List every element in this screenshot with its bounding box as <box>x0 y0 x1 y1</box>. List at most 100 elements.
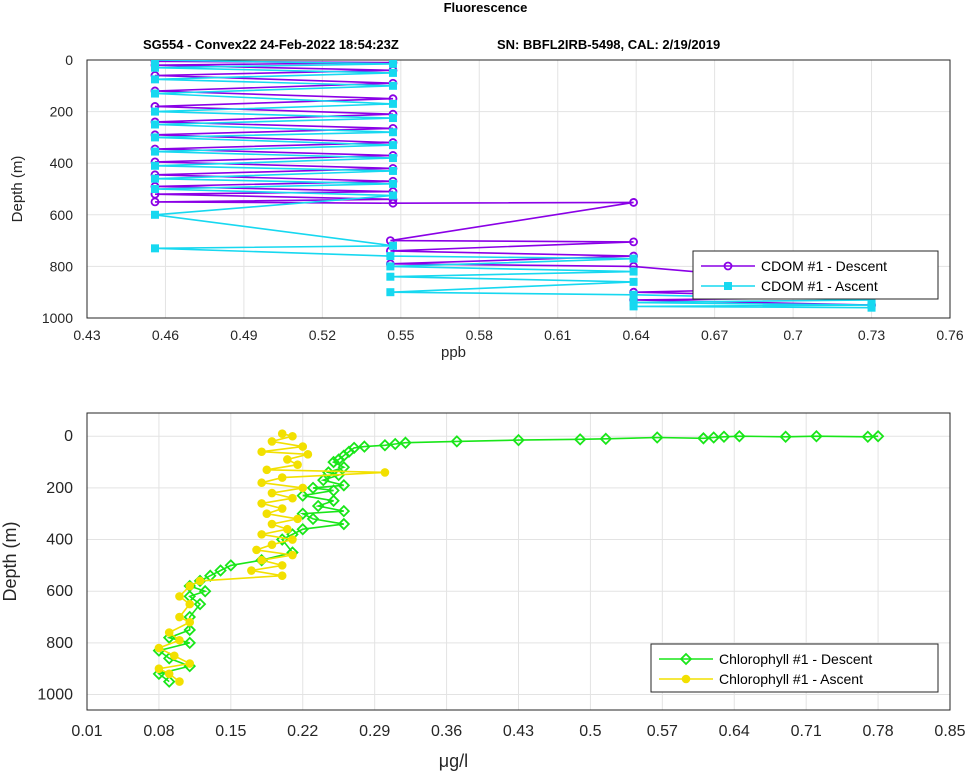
legend-label: CDOM #1 - Descent <box>761 258 887 274</box>
data-point <box>283 524 292 534</box>
data-point <box>388 99 397 108</box>
data-point <box>185 581 195 591</box>
y-axis-label: Depth (m) <box>9 156 26 223</box>
data-point <box>164 669 174 679</box>
data-point <box>337 504 351 518</box>
data-point <box>679 652 693 666</box>
y-tick-label: 200 <box>46 480 73 497</box>
data-point <box>150 185 159 193</box>
data-point <box>303 450 313 459</box>
data-point <box>170 651 179 661</box>
series-line <box>157 435 879 683</box>
data-point <box>388 141 397 150</box>
data-point <box>871 429 885 443</box>
data-point <box>293 514 302 524</box>
data-point <box>386 288 395 297</box>
data-point <box>358 440 371 453</box>
data-point <box>185 659 195 668</box>
data-point <box>724 282 732 290</box>
data-point <box>629 277 638 286</box>
legend-box <box>650 643 939 693</box>
data-point <box>162 675 176 688</box>
legend-box <box>692 250 939 300</box>
data-point <box>283 455 292 464</box>
legend-label: CDOM #1 - Ascent <box>761 278 878 294</box>
data-point <box>277 571 287 581</box>
data-point <box>450 435 464 448</box>
data-point <box>296 507 310 520</box>
data-point <box>306 481 320 495</box>
data-point <box>257 447 266 457</box>
x-tick-label: 0.15 <box>215 723 246 740</box>
data-point <box>267 437 277 446</box>
y-tick-label: 1000 <box>37 687 73 704</box>
data-point <box>152 667 166 681</box>
data-point <box>150 120 159 129</box>
data-point <box>257 530 266 539</box>
data-point <box>779 430 792 444</box>
x-tick-label: 0.36 <box>431 723 462 740</box>
data-point <box>175 612 184 622</box>
data-point <box>629 302 638 311</box>
x-tick-label: 0.22 <box>287 723 318 740</box>
data-point <box>150 107 159 116</box>
y-tick-label: 600 <box>46 583 73 600</box>
data-point <box>386 252 395 261</box>
data-point <box>388 154 397 163</box>
x-tick-label: 0.78 <box>863 723 894 740</box>
x-axis-label: μg/l <box>439 751 468 771</box>
x-tick-label: 0.5 <box>579 723 601 740</box>
data-point <box>388 128 397 137</box>
data-point <box>183 636 197 650</box>
series-1 <box>154 429 390 686</box>
data-point <box>311 499 325 513</box>
x-tick-label: 0.64 <box>623 327 650 343</box>
data-point <box>257 499 266 508</box>
data-point <box>629 237 638 247</box>
data-point <box>150 197 160 207</box>
data-point <box>599 432 613 446</box>
data-point <box>867 303 876 312</box>
data-point <box>650 431 664 444</box>
data-point <box>214 564 227 577</box>
data-point <box>252 545 261 555</box>
data-point <box>175 677 184 686</box>
data-point <box>288 535 297 544</box>
y-tick-label: 200 <box>50 104 74 120</box>
x-axis-label: ppb <box>441 344 466 361</box>
cdom-chart: 0.43 0.46 0.49 0.52 0.55 0.58 0.61 0.64 0.67 0.7 0… <box>9 52 964 361</box>
data-point <box>296 522 310 536</box>
data-point <box>277 504 287 513</box>
x-tick-label: 0.73 <box>858 327 885 343</box>
figure-subtitle-left: SG554 - Convex22 24-Feb-2022 18:54:23Z <box>143 37 399 52</box>
data-point <box>697 432 710 445</box>
data-point <box>573 433 587 446</box>
data-point <box>681 674 691 684</box>
x-tick-label: 0.52 <box>309 327 336 343</box>
figure-subtitle-right: SN: BBFL2IRB-5498, CAL: 2/19/2019 <box>497 37 721 52</box>
data-point <box>154 643 164 653</box>
data-point <box>150 75 159 84</box>
data-point <box>175 592 184 601</box>
data-point <box>247 566 256 575</box>
data-point <box>150 147 159 156</box>
data-point <box>277 429 287 438</box>
data-point <box>150 161 159 170</box>
legend-label: Chlorophyll #1 - Ascent <box>719 671 863 687</box>
data-point <box>399 436 412 449</box>
data-point <box>388 198 398 208</box>
series-line <box>154 60 872 309</box>
data-point <box>317 473 330 487</box>
data-point <box>388 68 397 77</box>
y-tick-label: 400 <box>50 155 74 171</box>
data-point <box>388 191 397 200</box>
data-point <box>154 664 164 673</box>
data-point <box>629 267 638 276</box>
y-tick-label: 800 <box>46 635 73 652</box>
data-point <box>277 473 287 482</box>
data-point <box>388 60 397 68</box>
data-point <box>386 272 395 281</box>
data-point <box>293 460 302 469</box>
x-tick-label: 0.85 <box>934 723 965 740</box>
